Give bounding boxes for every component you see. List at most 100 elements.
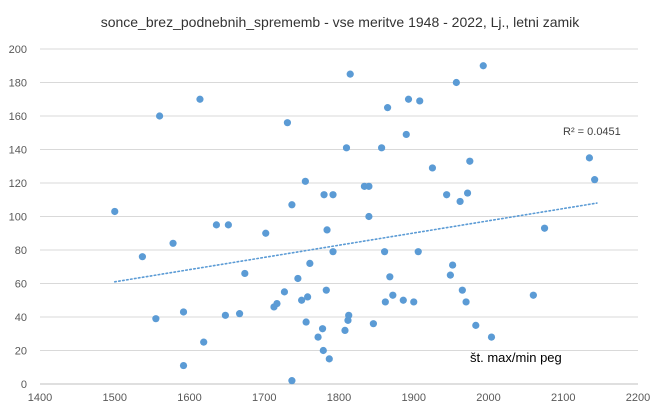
- data-point: [399, 296, 407, 304]
- chart-title: sonce_brez_podnebnih_sprememb - vse meri…: [101, 14, 581, 30]
- data-point: [402, 130, 410, 139]
- data-point: [179, 308, 188, 316]
- data-point: [381, 298, 389, 306]
- y-tick-label: 180: [9, 78, 27, 90]
- data-point: [288, 201, 296, 209]
- data-point: [179, 361, 188, 370]
- data-point: [540, 224, 549, 232]
- data-point: [306, 259, 314, 267]
- data-point: [283, 119, 292, 127]
- data-point: [529, 291, 537, 299]
- data-point: [273, 300, 281, 308]
- gridlines: [40, 48, 638, 385]
- x-tick-label: 1500: [103, 392, 127, 404]
- x-tick-label: 1800: [327, 392, 351, 404]
- data-point: [345, 311, 353, 319]
- data-point: [365, 182, 373, 190]
- data-point: [221, 311, 229, 319]
- trendline: [113, 202, 598, 283]
- data-point: [298, 296, 306, 304]
- data-point: [294, 274, 302, 283]
- data-point: [322, 286, 330, 294]
- x-tick-label: 1700: [252, 392, 276, 404]
- data-point: [200, 338, 208, 346]
- data-point: [341, 326, 349, 334]
- y-axis-ticks: 0 20 40 60 80 100 120 140 160 180 200: [9, 44, 27, 391]
- y-tick-label: 80: [15, 245, 27, 257]
- data-point: [329, 248, 337, 256]
- r-squared-annotation: R² = 0.0451: [563, 126, 621, 138]
- data-points: [111, 62, 599, 385]
- data-point: [404, 95, 413, 103]
- y-tick-label: 140: [9, 145, 27, 157]
- data-point: [365, 212, 373, 221]
- data-point: [342, 144, 351, 152]
- x-axis-ticks: 1400 1500 1600 1700 1800 1900 2000 2100 2200: [28, 392, 650, 404]
- data-point: [416, 97, 424, 105]
- data-point: [591, 176, 599, 184]
- data-point: [241, 269, 249, 278]
- data-point: [449, 261, 457, 269]
- data-point: [383, 104, 392, 112]
- data-point: [585, 154, 594, 162]
- data-point: [346, 70, 354, 78]
- data-point: [410, 298, 418, 306]
- data-point: [319, 346, 327, 355]
- data-point: [463, 189, 472, 197]
- data-point: [466, 157, 474, 165]
- y-tick-label: 100: [9, 212, 27, 224]
- y-tick-label: 120: [9, 178, 27, 190]
- data-point: [325, 355, 333, 363]
- data-point: [280, 288, 289, 296]
- y-tick-label: 60: [15, 279, 27, 291]
- data-point: [414, 248, 422, 256]
- data-point: [318, 325, 327, 333]
- data-point: [196, 95, 204, 103]
- data-point: [235, 310, 244, 318]
- data-point: [262, 229, 270, 237]
- x-tick-label: 2100: [551, 392, 575, 404]
- data-point: [452, 78, 460, 87]
- data-point: [446, 271, 454, 279]
- data-point: [212, 221, 221, 229]
- x-tick-label: 2000: [476, 392, 500, 404]
- data-point: [152, 315, 160, 323]
- data-point: [428, 164, 437, 172]
- data-point: [386, 273, 394, 281]
- data-point: [224, 221, 232, 229]
- data-point: [443, 191, 451, 199]
- data-point: [378, 144, 386, 152]
- data-point: [329, 191, 337, 199]
- y-tick-label: 160: [9, 111, 27, 123]
- data-point: [323, 226, 331, 234]
- x-tick-label: 2200: [626, 392, 650, 404]
- data-point: [288, 377, 296, 385]
- data-point: [472, 321, 480, 329]
- data-point: [138, 253, 147, 261]
- y-tick-label: 0: [21, 379, 27, 391]
- data-point: [380, 248, 389, 256]
- data-point: [111, 207, 119, 216]
- data-point: [456, 197, 464, 206]
- x-tick-label: 1400: [28, 392, 52, 404]
- data-point: [487, 333, 496, 341]
- data-point: [479, 62, 487, 70]
- data-point: [462, 298, 470, 306]
- data-point: [302, 318, 310, 326]
- data-point: [389, 291, 397, 299]
- data-point: [369, 320, 377, 328]
- x-axis-label: št. max/min peg: [470, 350, 562, 365]
- data-point: [314, 333, 322, 341]
- data-point: [458, 286, 466, 294]
- x-tick-label: 1600: [177, 392, 201, 404]
- data-point: [156, 112, 164, 120]
- x-tick-label: 1900: [402, 392, 426, 404]
- data-point: [304, 293, 312, 301]
- data-point: [169, 239, 177, 247]
- data-point: [301, 177, 309, 185]
- y-tick-label: 40: [15, 312, 27, 324]
- y-tick-label: 20: [15, 346, 27, 358]
- data-point: [320, 191, 328, 199]
